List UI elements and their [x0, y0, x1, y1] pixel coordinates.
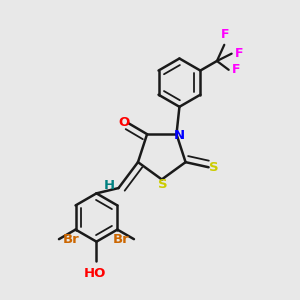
Text: O: O	[119, 116, 130, 129]
Text: Br: Br	[63, 232, 80, 246]
Text: S: S	[158, 178, 167, 191]
Text: H: H	[103, 179, 115, 192]
Text: HO: HO	[84, 267, 106, 280]
Text: F: F	[220, 28, 229, 41]
Text: F: F	[232, 63, 241, 76]
Text: Br: Br	[113, 232, 130, 246]
Text: N: N	[173, 129, 184, 142]
Text: S: S	[209, 161, 219, 174]
Text: F: F	[235, 46, 244, 59]
